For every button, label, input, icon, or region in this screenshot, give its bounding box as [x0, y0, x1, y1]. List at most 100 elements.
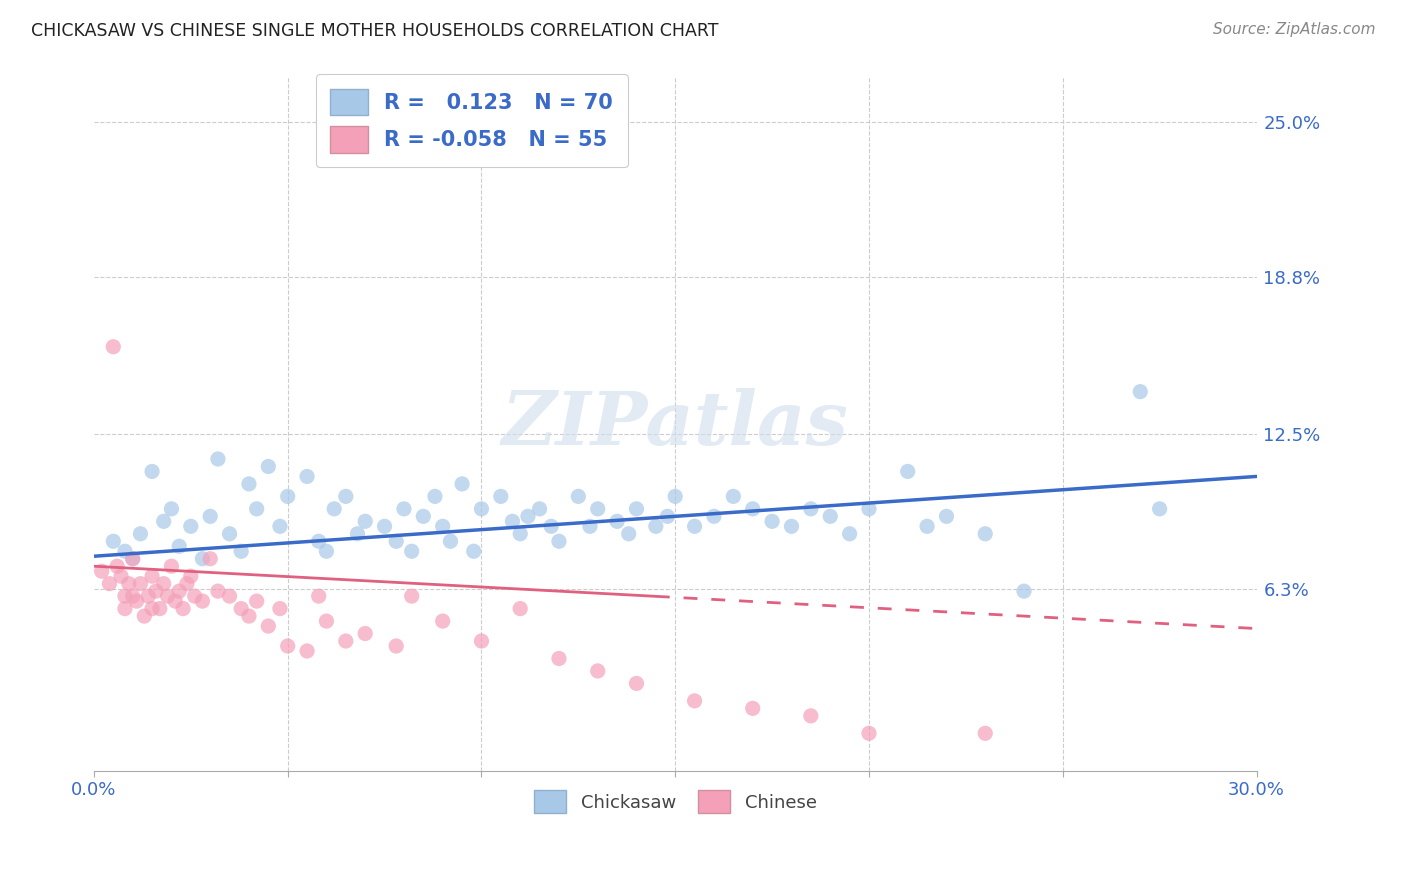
Point [180, 519, 202, 533]
Point [152, 576, 174, 591]
Point [110, 569, 132, 583]
Point [540, 519, 562, 533]
Point [586, 664, 609, 678]
Point [974, 526, 997, 541]
Point [198, 551, 221, 566]
Point [246, 501, 269, 516]
Point [160, 559, 183, 574]
Point [160, 501, 183, 516]
Point [257, 459, 280, 474]
Point [129, 576, 152, 591]
Point [141, 465, 163, 479]
Point [246, 594, 269, 608]
Point [129, 526, 152, 541]
Point [141, 569, 163, 583]
Point [657, 509, 679, 524]
Point [800, 501, 823, 516]
Point [644, 519, 666, 533]
Point [548, 534, 571, 549]
Point [103, 340, 125, 354]
Point [315, 544, 337, 558]
Point [664, 489, 686, 503]
Point [105, 559, 128, 574]
Point [586, 501, 609, 516]
Point [412, 509, 434, 524]
Point [98, 576, 121, 591]
Point [401, 589, 423, 603]
Point [335, 634, 357, 648]
Point [167, 584, 190, 599]
Point [423, 489, 446, 503]
Point [489, 489, 512, 503]
Point [114, 601, 136, 615]
Point [238, 609, 260, 624]
Point [432, 519, 454, 533]
Point [231, 601, 253, 615]
Point [335, 489, 357, 503]
Point [974, 726, 997, 740]
Point [103, 534, 125, 549]
Point [915, 519, 938, 533]
Point [374, 519, 396, 533]
Point [277, 489, 299, 503]
Text: ZIPatlas: ZIPatlas [502, 388, 849, 460]
Point [723, 489, 745, 503]
Point [761, 514, 783, 528]
Point [567, 489, 589, 503]
Point [121, 551, 143, 566]
Point [295, 469, 318, 483]
Point [439, 534, 461, 549]
Point [935, 509, 957, 524]
Point [141, 601, 163, 615]
Point [238, 477, 260, 491]
Point [180, 569, 202, 583]
Point [145, 584, 167, 599]
Point [385, 639, 408, 653]
Point [683, 694, 706, 708]
Point [167, 539, 190, 553]
Point [231, 544, 253, 558]
Point [501, 514, 523, 528]
Point [114, 544, 136, 558]
Point [207, 584, 229, 599]
Point [152, 514, 174, 528]
Point [463, 544, 485, 558]
Point [149, 601, 172, 615]
Point [517, 509, 540, 524]
Point [858, 726, 880, 740]
Point [134, 609, 156, 624]
Point [295, 644, 318, 658]
Point [308, 534, 330, 549]
Point [741, 701, 763, 715]
Point [509, 526, 531, 541]
Text: CHICKASAW VS CHINESE SINGLE MOTHER HOUSEHOLDS CORRELATION CHART: CHICKASAW VS CHINESE SINGLE MOTHER HOUSE… [31, 22, 718, 40]
Point [509, 601, 531, 615]
Point [156, 589, 179, 603]
Point [308, 589, 330, 603]
Point [183, 589, 205, 603]
Point [579, 519, 602, 533]
Point [269, 601, 291, 615]
Point [1149, 501, 1171, 516]
Point [529, 501, 551, 516]
Point [617, 526, 640, 541]
Point [1012, 584, 1035, 599]
Point [323, 501, 346, 516]
Point [741, 501, 763, 516]
Point [800, 709, 823, 723]
Point [114, 589, 136, 603]
Point [626, 501, 648, 516]
Point [818, 509, 841, 524]
Point [218, 589, 240, 603]
Point [257, 619, 280, 633]
Point [125, 594, 148, 608]
Point [451, 477, 474, 491]
Point [218, 526, 240, 541]
Point [207, 452, 229, 467]
Point [118, 576, 141, 591]
Point [121, 589, 143, 603]
Point [165, 594, 187, 608]
Point [401, 544, 423, 558]
Point [354, 626, 377, 640]
Point [136, 589, 159, 603]
